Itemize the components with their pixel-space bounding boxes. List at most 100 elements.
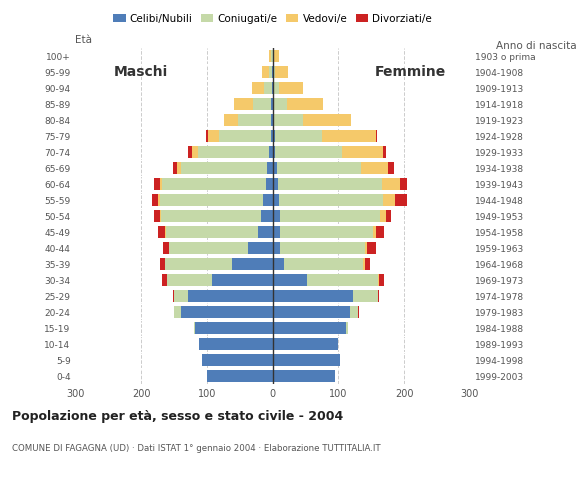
Bar [273, 114, 274, 126]
Bar [165, 258, 232, 270]
Bar [342, 145, 383, 158]
Bar [277, 162, 361, 174]
Bar [273, 274, 307, 287]
Bar [174, 289, 188, 302]
Bar [376, 226, 384, 239]
Bar [273, 162, 277, 174]
Bar [307, 274, 378, 287]
Bar [208, 130, 219, 143]
Text: Popolazione per età, sesso e stato civile - 2004: Popolazione per età, sesso e stato civil… [12, 410, 343, 423]
Bar [376, 130, 377, 143]
Bar [266, 178, 273, 191]
Bar [353, 289, 378, 302]
Bar [273, 241, 281, 254]
Bar [273, 130, 274, 143]
Text: Femmine: Femmine [375, 65, 446, 79]
Bar [252, 82, 264, 95]
Bar [224, 114, 238, 126]
Bar [273, 193, 279, 206]
Text: COMUNE DI FAGAGNA (UD) · Dati ISTAT 1° gennaio 2004 · Elaborazione TUTTITALIA.IT: COMUNE DI FAGAGNA (UD) · Dati ISTAT 1° g… [12, 444, 380, 453]
Bar [219, 130, 271, 143]
Bar [173, 289, 174, 302]
Bar [194, 322, 195, 335]
Bar [166, 226, 258, 239]
Bar [378, 274, 379, 287]
Bar [322, 130, 376, 143]
Bar [274, 114, 303, 126]
Bar [262, 66, 269, 78]
Bar [263, 193, 273, 206]
Bar [160, 193, 263, 206]
Text: Età: Età [75, 35, 92, 45]
Bar [382, 178, 400, 191]
Bar [346, 322, 347, 335]
Bar [161, 210, 261, 222]
Bar [264, 82, 272, 95]
Bar [386, 210, 391, 222]
Bar [273, 258, 284, 270]
Bar [199, 337, 273, 350]
Bar [274, 97, 287, 110]
Bar [154, 210, 160, 222]
Bar [273, 337, 338, 350]
Bar [303, 114, 351, 126]
Bar [273, 306, 350, 318]
Bar [361, 162, 388, 174]
Bar [378, 289, 379, 302]
Bar [271, 114, 273, 126]
Bar [287, 97, 323, 110]
Bar [365, 258, 370, 270]
Bar [173, 162, 177, 174]
Bar [380, 210, 386, 222]
Bar [269, 49, 271, 62]
Bar [284, 258, 363, 270]
Bar [269, 66, 272, 78]
Bar [273, 66, 276, 78]
Bar [195, 322, 273, 335]
Bar [273, 322, 346, 335]
Bar [273, 226, 281, 239]
Bar [160, 258, 165, 270]
Bar [281, 226, 372, 239]
Bar [367, 241, 376, 254]
Bar [273, 354, 340, 366]
Bar [278, 178, 382, 191]
Bar [151, 193, 158, 206]
Bar [198, 145, 269, 158]
Bar [269, 145, 273, 158]
Bar [272, 82, 273, 95]
Bar [279, 193, 383, 206]
Bar [158, 226, 165, 239]
Bar [273, 97, 274, 110]
Bar [273, 145, 275, 158]
Bar [169, 241, 248, 254]
Bar [273, 178, 278, 191]
Bar [180, 306, 273, 318]
Bar [212, 274, 273, 287]
Bar [168, 274, 212, 287]
Bar [400, 178, 407, 191]
Bar [165, 226, 166, 239]
Bar [253, 97, 271, 110]
Bar [206, 130, 208, 143]
Bar [273, 82, 278, 95]
Bar [174, 306, 180, 318]
Text: Anno di nascita: Anno di nascita [496, 41, 577, 51]
Bar [160, 178, 162, 191]
Bar [154, 178, 160, 191]
Bar [383, 193, 395, 206]
Bar [162, 178, 266, 191]
Bar [180, 162, 267, 174]
Bar [273, 370, 335, 383]
Bar [395, 193, 407, 206]
Bar [383, 145, 386, 158]
Bar [248, 241, 273, 254]
Bar [379, 274, 385, 287]
Bar [238, 114, 271, 126]
Bar [281, 210, 380, 222]
Legend: Celibi/Nubili, Coniugati/e, Vedovi/e, Divorziati/e: Celibi/Nubili, Coniugati/e, Vedovi/e, Di… [109, 10, 436, 28]
Bar [273, 210, 281, 222]
Bar [192, 145, 198, 158]
Bar [164, 241, 169, 254]
Bar [188, 289, 273, 302]
